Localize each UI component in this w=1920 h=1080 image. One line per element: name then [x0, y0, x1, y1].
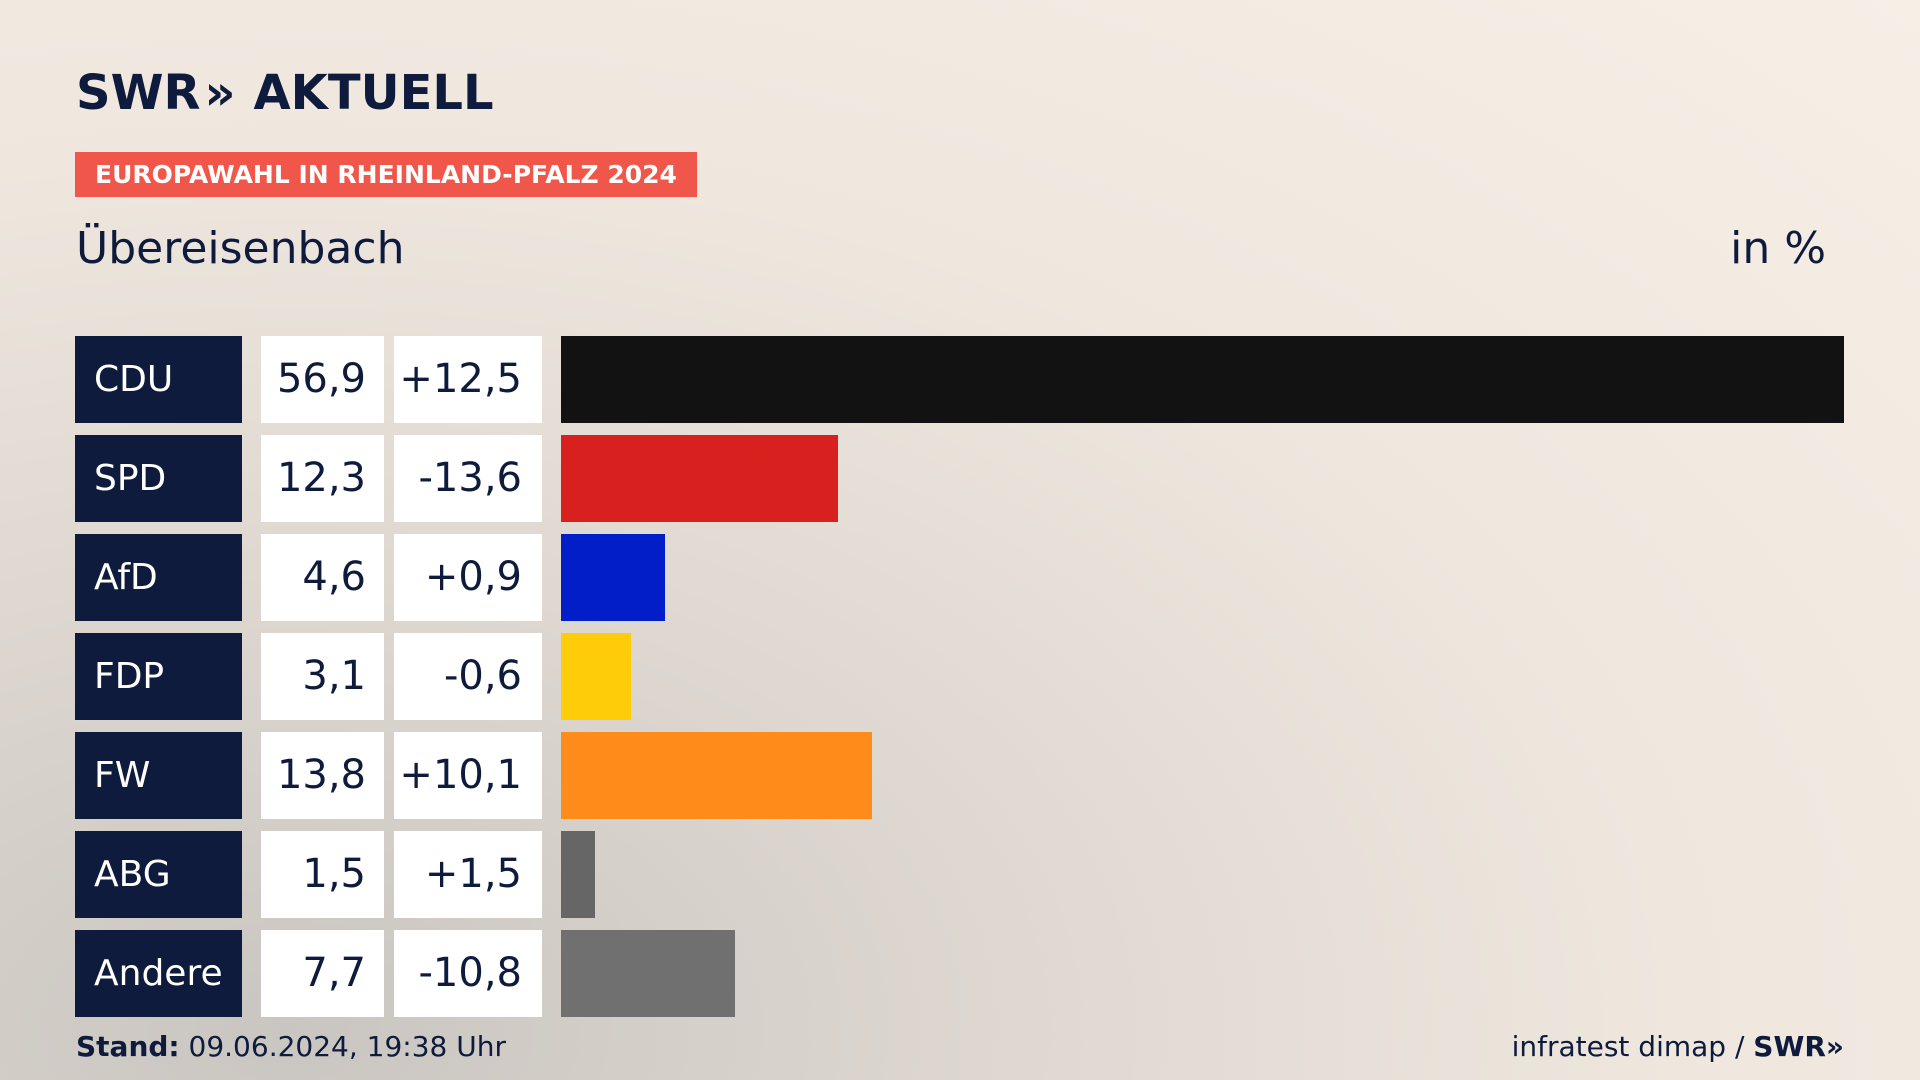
party-label: CDU: [75, 336, 242, 423]
bar-fdp: [561, 633, 631, 720]
stand-value: 09.06.2024, 19:38 Uhr: [188, 1030, 506, 1063]
diff-label: +12,5: [394, 336, 542, 423]
value-label: 56,9: [261, 336, 384, 423]
bar-abg: [561, 831, 595, 918]
logo-chevron-icon: »: [204, 65, 236, 121]
bar-spd: [561, 435, 838, 522]
bar-fw: [561, 732, 872, 819]
stand-label: Stand:: [76, 1030, 180, 1063]
value-label: 4,6: [261, 534, 384, 621]
value-label: 1,5: [261, 831, 384, 918]
swr-aktuell-logo: SWR » AKTUELL: [76, 65, 494, 121]
election-tag: EUROPAWAHL IN RHEINLAND-PFALZ 2024: [75, 152, 697, 197]
value-label: 13,8: [261, 732, 384, 819]
bar-andere: [561, 930, 735, 1017]
party-label: FDP: [75, 633, 242, 720]
party-label: FW: [75, 732, 242, 819]
logo-aktuell: AKTUELL: [253, 65, 494, 121]
place-title: Übereisenbach: [76, 223, 405, 274]
diff-label: +1,5: [394, 831, 542, 918]
source-credit: infratest dimap / SWR»: [1512, 1030, 1844, 1063]
diff-label: +10,1: [394, 732, 542, 819]
party-label: Andere: [75, 930, 242, 1017]
diff-label: -10,8: [394, 930, 542, 1017]
source-swr-logo: SWR»: [1753, 1030, 1844, 1063]
bar-afd: [561, 534, 665, 621]
diff-label: +0,9: [394, 534, 542, 621]
logo-swr: SWR: [76, 65, 201, 121]
diff-label: -13,6: [394, 435, 542, 522]
bar-cdu: [561, 336, 1844, 423]
diff-label: -0,6: [394, 633, 542, 720]
source-text: infratest dimap /: [1511, 1030, 1754, 1063]
value-label: 12,3: [261, 435, 384, 522]
value-label: 7,7: [261, 930, 384, 1017]
value-label: 3,1: [261, 633, 384, 720]
party-label: SPD: [75, 435, 242, 522]
party-label: ABG: [75, 831, 242, 918]
party-label: AfD: [75, 534, 242, 621]
timestamp: Stand: 09.06.2024, 19:38 Uhr: [76, 1030, 506, 1063]
unit-label: in %: [1730, 223, 1826, 274]
